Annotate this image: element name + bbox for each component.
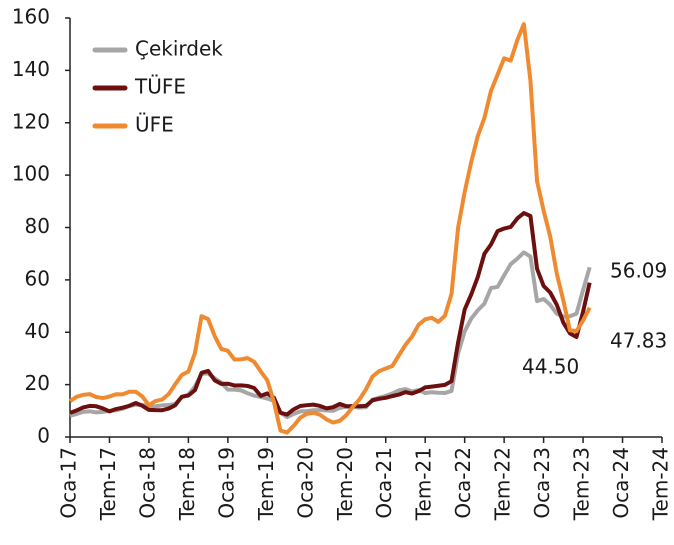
x-tick-label: Oca-20	[293, 447, 317, 519]
x-tick-label: Oca-19	[214, 447, 238, 519]
y-tick-label: 80	[25, 214, 50, 238]
annotation: 44.50	[522, 355, 579, 379]
x-tick-label: Oca-22	[451, 447, 475, 519]
y-tick-label: 60	[25, 266, 50, 290]
annotation: 47.83	[610, 329, 667, 353]
x-tick-label: Tem-18	[175, 447, 199, 521]
series-line	[69, 211, 592, 417]
y-tick-label: 160	[12, 5, 50, 29]
x-tick-label: Tem-22	[491, 447, 515, 521]
y-tick-label: 20	[25, 371, 50, 395]
series-line	[69, 250, 592, 420]
x-tick-label: Tem-17	[96, 447, 120, 521]
x-tick-label: Tem-21	[412, 447, 436, 521]
x-tick-label: Oca-18	[135, 447, 159, 519]
legend-label: Çekirdek	[135, 37, 223, 61]
x-tick-label: Oca-21	[372, 447, 396, 519]
x-tick-label: Tem-19	[254, 447, 278, 521]
legend-label: ÜFE	[135, 113, 174, 137]
y-tick-label: 100	[12, 162, 50, 186]
x-tick-label: Tem-24	[649, 447, 673, 521]
y-tick-label: 140	[12, 57, 50, 81]
x-tick-label: Tem-23	[570, 447, 594, 521]
y-tick-label: 40	[25, 319, 50, 343]
series-line	[68, 22, 592, 435]
x-tick-label: Tem-20	[333, 447, 357, 521]
x-tick-label: Oca-23	[530, 447, 554, 519]
x-tick-label: Oca-17	[57, 447, 81, 519]
annotation: 56.09	[610, 259, 667, 283]
y-tick-label: 120	[12, 109, 50, 133]
legend-label: TÜFE	[134, 75, 186, 99]
y-tick-label: 0	[37, 424, 50, 448]
x-tick-label: Oca-24	[609, 447, 633, 519]
